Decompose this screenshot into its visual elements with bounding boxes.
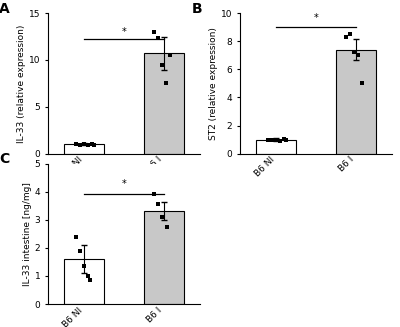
Point — [87, 278, 94, 283]
Point — [155, 202, 162, 207]
Point — [89, 141, 95, 146]
Point — [347, 31, 354, 37]
Bar — [256, 140, 296, 154]
Text: C: C — [0, 152, 10, 166]
Point — [277, 138, 283, 144]
Point — [343, 34, 350, 40]
Y-axis label: ST2 (relative expression): ST2 (relative expression) — [209, 27, 218, 140]
Point — [269, 138, 275, 143]
Point — [81, 264, 87, 269]
Point — [351, 50, 358, 55]
Point — [162, 81, 169, 86]
Point — [85, 143, 91, 148]
Point — [81, 142, 87, 147]
Point — [77, 248, 83, 253]
Y-axis label: IL-33 (relative expression): IL-33 (relative expression) — [17, 24, 26, 143]
Bar — [64, 144, 104, 154]
Point — [73, 234, 79, 239]
Point — [358, 81, 365, 86]
Text: *: * — [122, 179, 126, 189]
Point — [355, 53, 362, 58]
Point — [281, 136, 287, 142]
Point — [159, 214, 166, 219]
Point — [151, 29, 158, 34]
Text: A: A — [0, 2, 10, 16]
Text: B: B — [191, 2, 202, 16]
Point — [164, 224, 170, 230]
Point — [151, 192, 158, 197]
Y-axis label: IL-33 intestine [ng/mg]: IL-33 intestine [ng/mg] — [23, 182, 32, 286]
Bar — [144, 211, 184, 304]
Point — [265, 137, 271, 142]
Point — [158, 62, 165, 67]
Point — [73, 142, 79, 147]
Point — [77, 142, 83, 147]
Point — [90, 142, 97, 147]
Text: *: * — [314, 13, 318, 23]
Point — [273, 137, 279, 142]
Bar — [144, 53, 184, 154]
Point — [85, 273, 91, 279]
Point — [282, 138, 289, 143]
Bar — [336, 50, 376, 154]
Text: *: * — [122, 26, 126, 37]
Point — [166, 53, 173, 58]
Point — [154, 36, 161, 41]
Bar — [64, 259, 104, 304]
